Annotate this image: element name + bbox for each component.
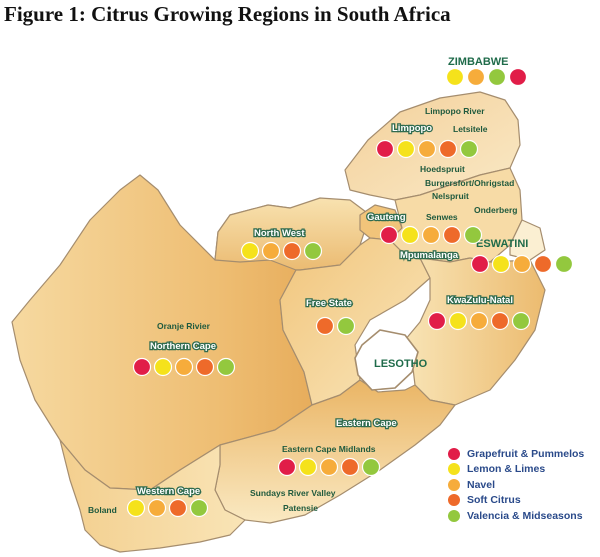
label-eswatini: ESWATINI	[476, 238, 528, 250]
legend-item-lemon-limes: Lemon & Limes	[448, 462, 584, 478]
dots-eastern-cape	[277, 457, 381, 477]
dot-valencia-midseasons	[216, 357, 236, 377]
legend-label: Valencia & Midseasons	[467, 509, 583, 522]
legend-item-valencia-midseasons: Valencia & Midseasons	[448, 508, 584, 524]
label-gauteng: Gauteng	[367, 212, 406, 223]
label-limpopo-river: Limpopo River	[425, 106, 485, 116]
dot-soft-citrus	[533, 254, 553, 274]
dot-soft-citrus	[442, 225, 462, 245]
dot-soft-citrus	[315, 316, 335, 336]
dot-navel	[421, 225, 441, 245]
dot-lemon-limes	[445, 67, 465, 87]
dot-navel	[261, 241, 281, 261]
dot-grapefruit-pummelos	[132, 357, 152, 377]
dot-valencia-midseasons	[554, 254, 574, 274]
dot-soft-citrus	[195, 357, 215, 377]
dots-gauteng-mpumalanga	[379, 225, 483, 245]
label-nelspruit: Nelspruit	[432, 191, 469, 201]
figure-title: Figure 1: Citrus Growing Regions in Sout…	[4, 2, 451, 26]
label-mpumalanga: Mpumalanga	[400, 250, 459, 261]
label-lesotho: LESOTHO	[374, 358, 428, 370]
dot-soft-citrus	[438, 139, 458, 159]
region-free-state	[279, 237, 431, 406]
region-lesotho	[354, 329, 419, 391]
dot-valencia-midseasons	[189, 498, 209, 518]
dot-soft-citrus	[340, 457, 360, 477]
dot-soft-citrus	[168, 498, 188, 518]
dot-valencia-midseasons	[303, 241, 323, 261]
dot-lemon-limes	[240, 241, 260, 261]
label-hoedspruit: Hoedspruit	[420, 164, 465, 174]
dot-navel	[469, 311, 489, 331]
dot-navel	[466, 67, 486, 87]
dot-valencia-midseasons	[361, 457, 381, 477]
dots-northern-cape	[132, 357, 236, 377]
dots-zimbabwe	[445, 67, 528, 87]
dot-navel	[512, 254, 532, 274]
dot-lemon-limes	[400, 225, 420, 245]
legend-label: Lemon & Limes	[467, 463, 546, 476]
dot-lemon-limes	[396, 139, 416, 159]
dot-grapefruit-pummelos	[379, 225, 399, 245]
label-limpopo: Limpopo	[392, 123, 432, 134]
label-sundays-river-valley: Sundays River Valley	[250, 488, 336, 498]
legend-label: Soft Citrus	[467, 494, 521, 507]
legend: Grapefruit & Pummelos Lemon & Limes Nave…	[448, 446, 584, 524]
dot-lemon-limes	[491, 254, 511, 274]
label-western-cape: Western Cape	[137, 486, 200, 497]
label-oranje-rivier: Oranje Rivier	[157, 321, 211, 331]
dots-north-west	[240, 241, 323, 261]
dot-navel	[417, 139, 437, 159]
label-patensie: Patensie	[283, 503, 318, 513]
dots-kwazulu-natal	[427, 311, 531, 331]
dot-navel	[319, 457, 339, 477]
dot-soft-citrus	[282, 241, 302, 261]
region-western-cape	[59, 439, 246, 553]
dots-limpopo	[375, 139, 479, 159]
legend-item-navel: Navel	[448, 477, 584, 493]
dot-valencia-midseasons	[459, 139, 479, 159]
dot-grapefruit-pummelos	[375, 139, 395, 159]
legend-label: Grapefruit & Pummelos	[467, 447, 585, 460]
dot-lemon-limes	[126, 498, 146, 518]
dot-valencia-midseasons	[511, 311, 531, 331]
legend-item-grapefruit-pummelos: Grapefruit & Pummelos	[448, 446, 584, 462]
dot-valencia-midseasons	[487, 67, 507, 87]
legend-dot-grapefruit-pummelos	[448, 447, 460, 460]
dot-lemon-limes	[153, 357, 173, 377]
label-northern-cape: Northern Cape	[150, 341, 216, 352]
dot-navel	[147, 498, 167, 518]
label-senwes: Senwes	[426, 212, 458, 222]
dots-free-state	[315, 316, 356, 336]
legend-dot-valencia-midseasons	[448, 509, 460, 522]
label-kwazulu-natal: KwaZulu-Natal	[447, 295, 513, 306]
legend-item-soft-citrus: Soft Citrus	[448, 493, 584, 509]
dot-lemon-limes	[448, 311, 468, 331]
dot-grapefruit-pummelos	[277, 457, 297, 477]
label-burgersfort-ohrigstad: Burgersfort/Ohrigstad	[425, 178, 514, 188]
legend-dot-soft-citrus	[448, 494, 460, 507]
dot-lemon-limes	[298, 457, 318, 477]
dot-grapefruit-pummelos	[508, 67, 528, 87]
legend-label: Navel	[467, 478, 496, 491]
dot-soft-citrus	[490, 311, 510, 331]
label-letsitele: Letsitele	[453, 124, 488, 134]
label-boland: Boland	[88, 505, 117, 515]
dots-eswatini	[470, 254, 574, 274]
label-eastern-cape: Eastern Cape	[336, 418, 397, 429]
label-eastern-cape-midlands: Eastern Cape Midlands	[282, 444, 376, 454]
label-free-state: Free State	[306, 298, 352, 309]
label-onderberg: Onderberg	[474, 205, 517, 215]
dots-western-cape	[126, 498, 209, 518]
dot-valencia-midseasons	[463, 225, 483, 245]
legend-dot-lemon-limes	[448, 463, 460, 476]
dot-grapefruit-pummelos	[427, 311, 447, 331]
legend-dot-navel	[448, 478, 460, 491]
dot-navel	[174, 357, 194, 377]
dot-valencia-midseasons	[336, 316, 356, 336]
dot-grapefruit-pummelos	[470, 254, 490, 274]
label-zimbabwe: ZIMBABWE	[448, 56, 509, 68]
label-north-west: North West	[254, 228, 305, 239]
